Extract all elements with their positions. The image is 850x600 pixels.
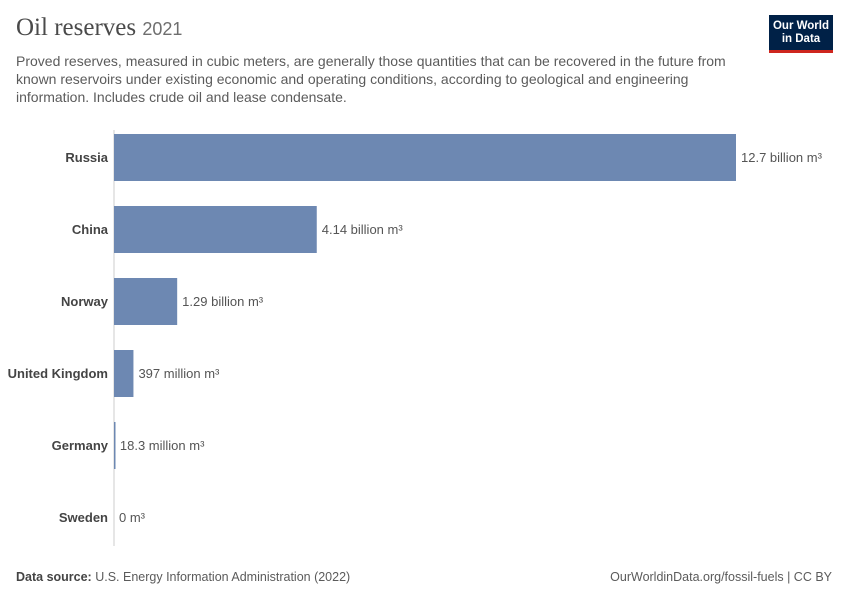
bar-united-kingdom[interactable] — [114, 350, 134, 397]
chart-title: Oil reserves 2021 — [16, 14, 182, 42]
data-source: Data source: U.S. Energy Information Adm… — [16, 570, 350, 584]
bar-russia[interactable] — [114, 134, 736, 181]
owid-logo[interactable]: Our World in Data — [769, 15, 833, 53]
category-label[interactable]: Russia — [65, 150, 108, 165]
category-label[interactable]: China — [72, 222, 109, 237]
chart-subtitle: Proved reserves, measured in cubic meter… — [16, 53, 726, 105]
category-label[interactable]: Sweden — [59, 510, 108, 525]
value-label: 4.14 billion m³ — [322, 222, 404, 237]
category-label[interactable]: United Kingdom — [8, 366, 108, 381]
value-label: 12.7 billion m³ — [741, 150, 823, 165]
source-label: Data source: — [16, 570, 92, 584]
bar-germany[interactable] — [114, 422, 116, 469]
category-label[interactable]: Norway — [61, 294, 109, 309]
bar-china[interactable] — [114, 206, 317, 253]
logo-line-2: in Data — [781, 32, 821, 45]
footer-url[interactable]: OurWorldinData.org/fossil-fuels | CC BY — [610, 570, 832, 584]
source-text[interactable]: U.S. Energy Information Administration (… — [95, 570, 351, 584]
value-label: 18.3 million m³ — [120, 438, 205, 453]
category-label[interactable]: Germany — [52, 438, 109, 453]
title-year: 2021 — [142, 19, 183, 39]
bar-norway[interactable] — [114, 278, 178, 325]
logo-line-1: Our World — [772, 19, 829, 32]
value-label: 1.29 billion m³ — [182, 294, 264, 309]
value-label: 397 million m³ — [138, 366, 220, 381]
title-text: Oil reserves — [16, 14, 137, 41]
value-label: 0 m³ — [119, 510, 146, 525]
bar-chart: Russia 12.7 billion m³ China 4.14 billion m… — [8, 130, 823, 546]
